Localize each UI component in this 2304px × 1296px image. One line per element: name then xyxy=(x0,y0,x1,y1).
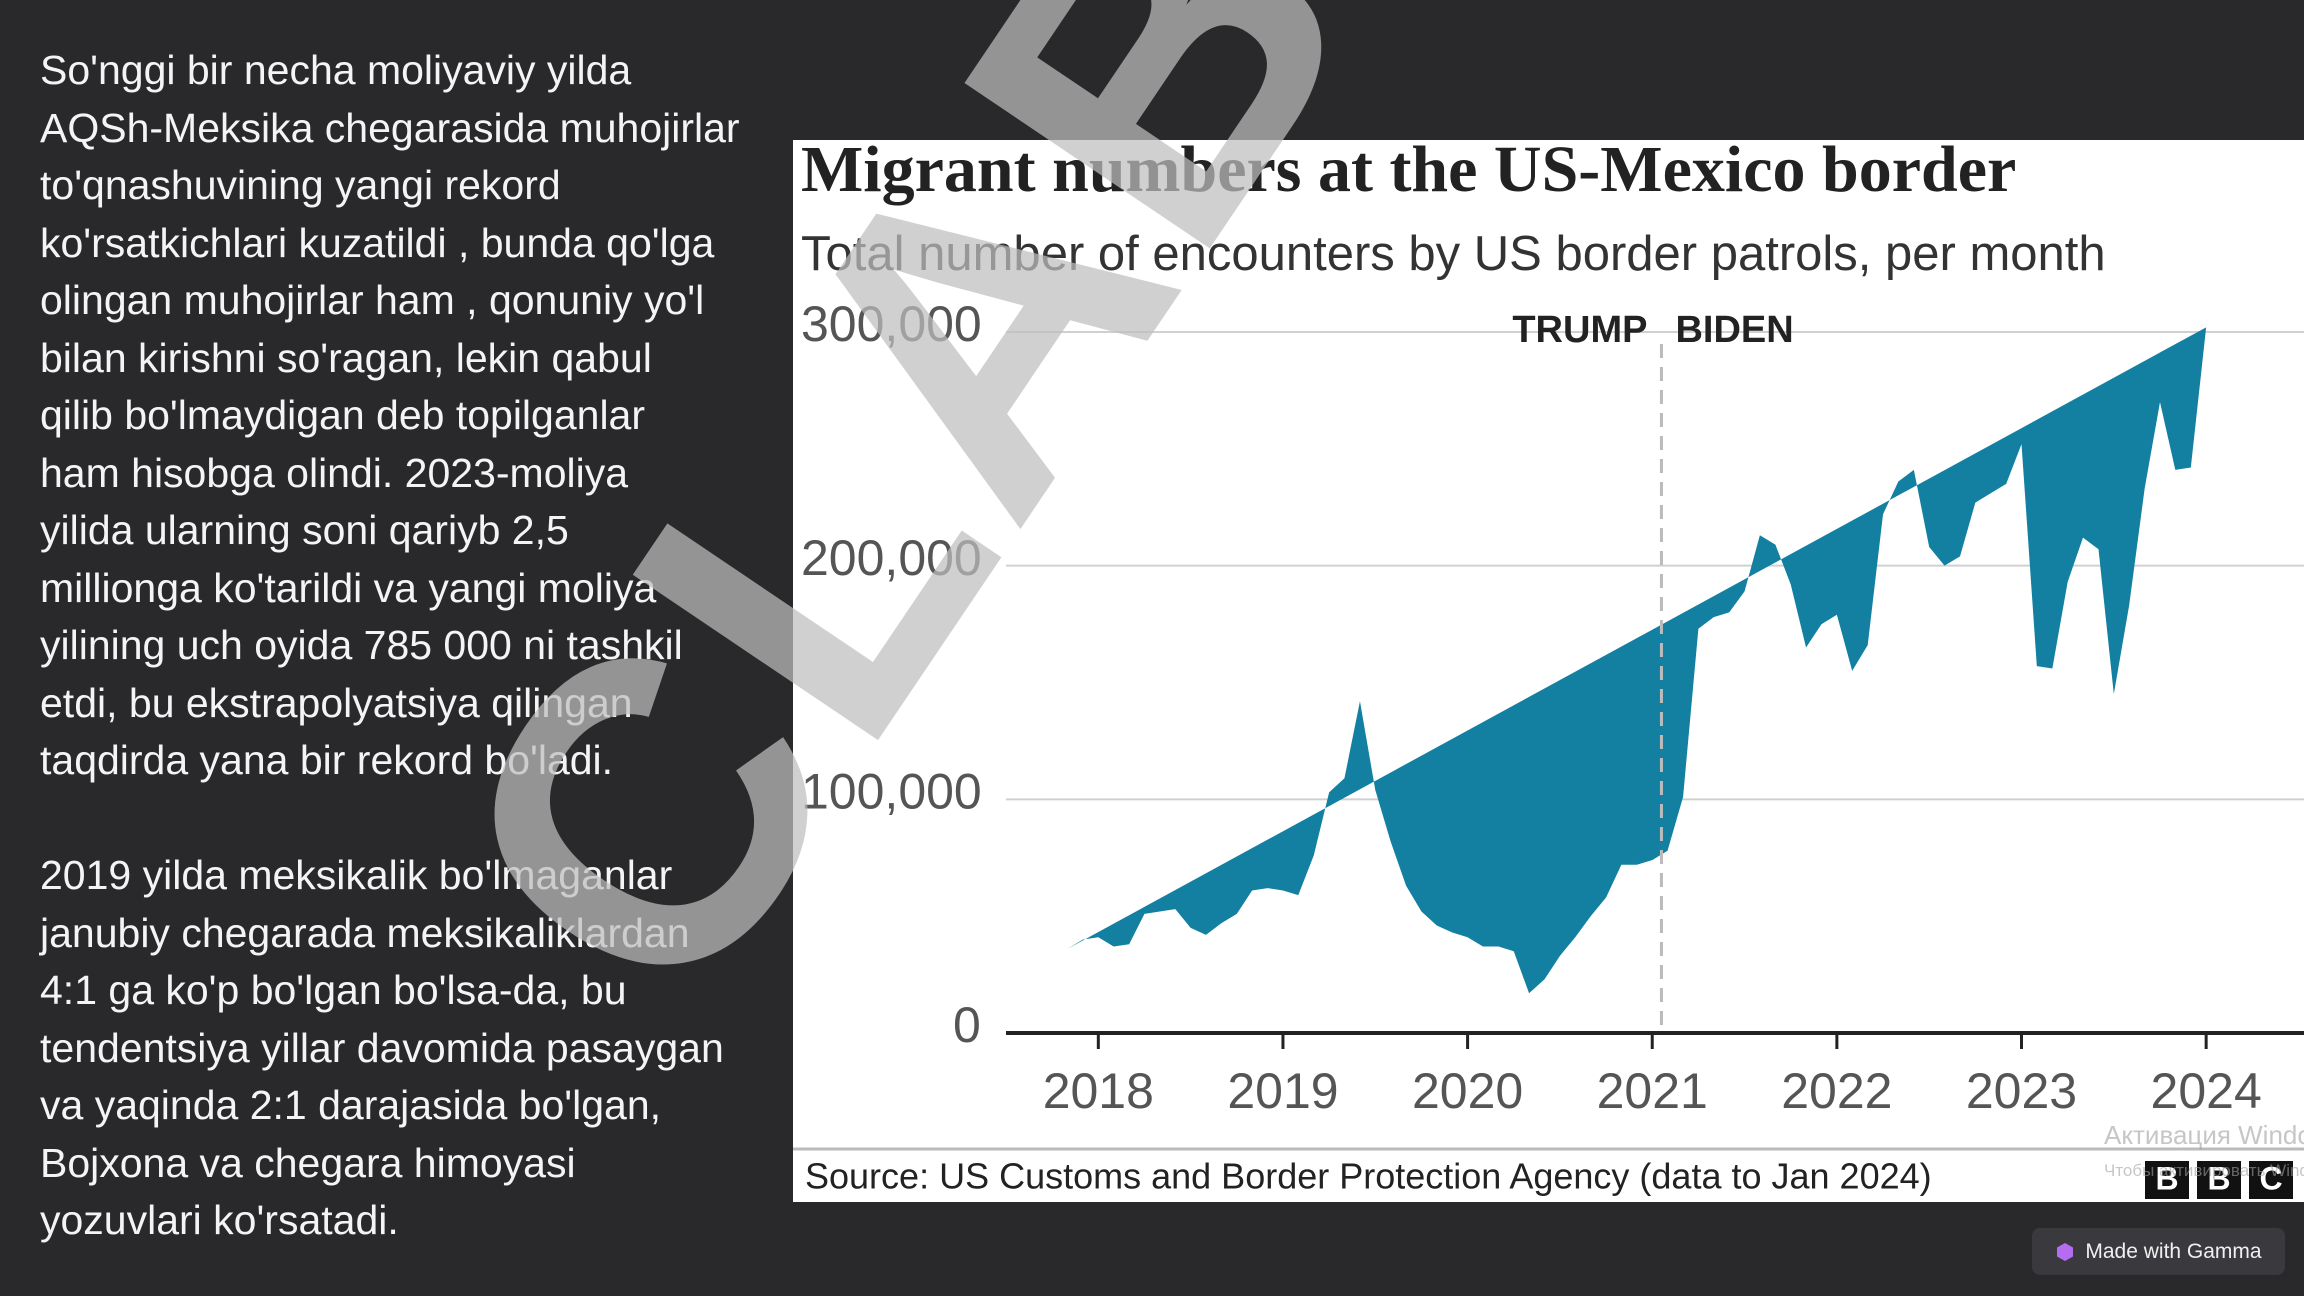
text-line: bilan kirishni so'ragan, lekin qabul xyxy=(40,334,652,381)
text-line: etdi, bu ekstrapolyatsiya qilingan xyxy=(40,679,633,726)
gamma-icon xyxy=(2057,1242,2074,1261)
annotation: TRUMP xyxy=(1512,309,1647,351)
text-line: yilining uch oyida 785 000 ni tashkil xyxy=(40,622,683,668)
text-line: 2019 yilda meksikalik bo'lmaganlar xyxy=(40,852,673,898)
text-line: janubiy chegarada meksikaliklardan xyxy=(40,909,690,956)
x-tick-label: 2020 xyxy=(1412,1063,1523,1119)
text-line: ham hisobga olindi. 2023-moliya xyxy=(40,449,629,496)
y-tick-label: 100,000 xyxy=(801,764,982,820)
text-line: va yaqinda 2:1 darajasida bo'lgan, xyxy=(40,1082,662,1128)
text-line: taqdirda yana bir rekord bo'ladi. xyxy=(40,737,614,783)
annotation: BIDEN xyxy=(1675,309,1793,351)
paragraph: So'nggi bir necha moliyaviy yilda AQSh-Me… xyxy=(40,42,740,790)
x-tick-label: 2022 xyxy=(1781,1063,1892,1119)
text-line: ko'rsatkichlari kuzatildi , bunda qo'lga xyxy=(40,219,715,266)
activation-title: Активация Windows xyxy=(2104,1120,2304,1150)
x-tick-label: 2021 xyxy=(1597,1063,1708,1119)
y-tick-label: 300,000 xyxy=(801,296,982,352)
text-line: AQSh-Meksika chegarasida muhojirlar xyxy=(40,104,740,151)
y-tick-label: 200,000 xyxy=(801,530,982,586)
logo-block xyxy=(2197,1161,2241,1199)
x-tick-label: 2018 xyxy=(1043,1063,1154,1119)
logo-letter: B xyxy=(2207,1160,2230,1196)
text-line: yozuvlari ko'rsatadi. xyxy=(40,1197,399,1243)
text-line: qilib bo'lmaydigan deb topilganlar xyxy=(40,392,646,438)
logo-block xyxy=(2249,1161,2293,1199)
text-line: yilida ularning soni qariyb 2,5 xyxy=(40,507,569,553)
text-line: millionga ko'tarildi va yangi moliya xyxy=(40,564,657,611)
text-line: to'qnashuvining yangi rekord xyxy=(40,162,561,208)
paragraph: 2019 yilda meksikalik bo'lmaganlar janubi… xyxy=(40,847,724,1250)
gamma-label: Made with Gamma xyxy=(2085,1239,2262,1263)
y-tick-label: 0 xyxy=(953,997,981,1053)
text-line: olingan muhojirlar ham , qonuniy yo'l xyxy=(40,277,705,323)
chart-title: Migrant numbers at the US-Mexico border xyxy=(801,140,2016,206)
logo-letter: B xyxy=(2155,1160,2178,1196)
logo-letter: C xyxy=(2259,1160,2282,1196)
x-tick-label: 2023 xyxy=(1966,1063,2077,1119)
source: Source: US Customs and Border Protection… xyxy=(805,1156,1932,1197)
text-line: Bojxona va chegara himoyasi xyxy=(40,1139,576,1186)
area xyxy=(1067,327,2207,994)
text-line: 4:1 ga ko'p bo'lgan bo'lsa-da, bu xyxy=(40,967,627,1013)
gamma-button[interactable]: Made with Gamma xyxy=(2032,1228,2285,1275)
chart-panel: Migrant numbers at the US-Mexico border … xyxy=(793,133,2304,1202)
chart: Migrant numbers at the US-Mexico border … xyxy=(793,133,2304,1199)
text-line: tendentsiya yillar davomida pasaygan xyxy=(40,1024,724,1071)
activation-text: Чтобы активировать Windows, перейдите в … xyxy=(2104,1161,2304,1180)
logo-block xyxy=(2145,1161,2189,1199)
chart-subtitle: Total number of encounters by US border … xyxy=(801,227,2106,281)
x-tick-label: 2024 xyxy=(2151,1063,2262,1119)
text-line: So'nggi bir necha moliyaviy yilda xyxy=(40,47,632,93)
x-tick-label: 2019 xyxy=(1227,1063,1338,1119)
activation-notice: Активация Windows Чтобы активировать Win… xyxy=(2104,1120,2304,1181)
